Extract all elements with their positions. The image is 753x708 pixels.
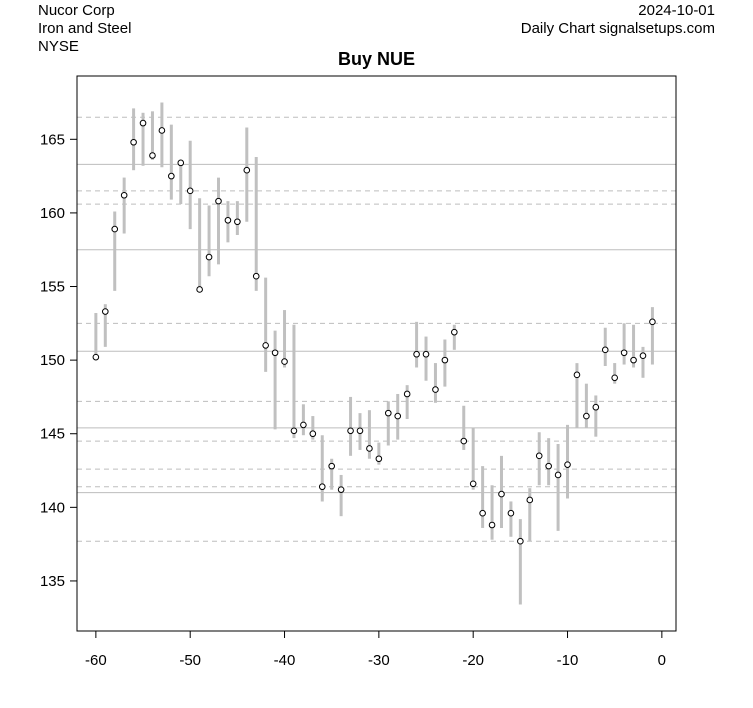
- close-marker: [262, 342, 269, 349]
- close-marker: [158, 127, 166, 134]
- close-marker: [149, 152, 156, 159]
- industry-label: Iron and Steel: [38, 20, 132, 37]
- close-marker: [583, 412, 590, 420]
- close-marker: [309, 430, 317, 438]
- close-marker: [101, 308, 109, 315]
- close-marker: [111, 225, 119, 233]
- x-tick-label: 0: [658, 652, 666, 669]
- close-marker: [328, 462, 335, 470]
- y-tick-label: 165: [40, 131, 65, 148]
- close-marker: [451, 328, 458, 336]
- x-tick-label: -10: [557, 652, 579, 669]
- company-name: Nucor Corp: [38, 2, 115, 19]
- close-marker: [347, 427, 354, 435]
- chart-source: Daily Chart signalsetups.com: [520, 20, 715, 37]
- close-marker: [394, 412, 402, 420]
- close-marker: [234, 218, 241, 226]
- y-tick-label: 155: [40, 279, 65, 296]
- close-marker: [300, 421, 307, 429]
- close-marker: [168, 172, 175, 180]
- x-tick-label: -30: [368, 652, 390, 669]
- close-marker: [384, 409, 392, 417]
- close-marker: [564, 461, 571, 468]
- close-marker: [649, 318, 656, 326]
- close-marker: [488, 521, 496, 529]
- close-marker: [601, 346, 609, 354]
- close-marker: [422, 350, 430, 358]
- close-marker: [290, 427, 298, 435]
- close-marker: [92, 353, 100, 361]
- close-marker: [281, 358, 288, 365]
- close-marker: [413, 350, 420, 358]
- plot-frame: [76, 75, 677, 632]
- y-tick-label: 135: [40, 573, 65, 590]
- close-marker: [639, 352, 647, 360]
- close-marker: [243, 166, 251, 174]
- exchange-label: NYSE: [38, 38, 79, 55]
- close-marker: [573, 371, 581, 379]
- close-marker: [356, 427, 364, 435]
- x-tick-label: -60: [85, 652, 107, 669]
- close-marker: [592, 403, 600, 411]
- y-tick-label: 150: [40, 352, 65, 369]
- close-marker: [611, 374, 618, 382]
- close-marker: [517, 537, 524, 545]
- close-marker: [545, 462, 552, 470]
- close-marker: [224, 216, 232, 224]
- close-marker: [120, 191, 128, 199]
- y-tick-label: 160: [40, 205, 65, 222]
- chart-title: Buy NUE: [337, 49, 415, 69]
- close-marker: [479, 509, 486, 517]
- x-tick-label: -40: [274, 652, 296, 669]
- close-marker: [441, 356, 449, 364]
- y-tick-label: 145: [40, 426, 65, 443]
- close-marker: [403, 390, 411, 398]
- close-marker: [196, 286, 203, 293]
- close-marker: [139, 119, 147, 127]
- close-marker: [130, 138, 137, 146]
- close-marker: [177, 159, 185, 167]
- close-marker: [460, 437, 468, 445]
- close-marker: [432, 386, 439, 393]
- close-marker: [526, 496, 534, 504]
- close-marker: [554, 471, 562, 479]
- close-marker: [215, 197, 222, 205]
- close-marker: [498, 490, 505, 498]
- chart-date: 2024-10-01: [638, 2, 715, 19]
- close-marker: [630, 356, 637, 364]
- close-marker: [366, 445, 373, 452]
- x-tick-label: -20: [462, 652, 484, 669]
- close-marker: [535, 452, 543, 460]
- close-marker: [469, 480, 477, 488]
- y-tick-label: 140: [40, 499, 65, 516]
- x-tick-label: -50: [179, 652, 201, 669]
- close-marker: [186, 187, 194, 195]
- close-marker: [318, 483, 326, 491]
- close-marker: [620, 349, 628, 357]
- close-marker: [375, 455, 383, 463]
- close-marker: [507, 509, 515, 517]
- close-marker: [205, 253, 213, 261]
- close-marker: [252, 272, 260, 280]
- close-marker: [271, 349, 279, 357]
- close-marker: [337, 486, 345, 493]
